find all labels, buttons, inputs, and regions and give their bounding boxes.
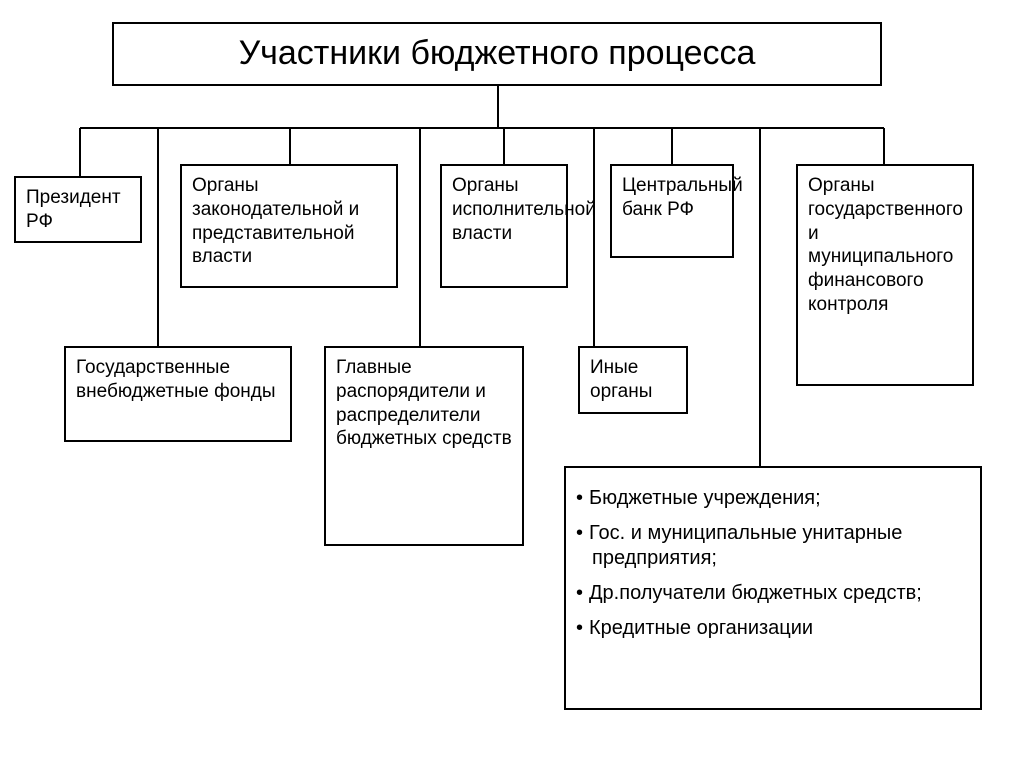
node-list: Бюджетные учреждения; Гос. и муниципальн… xyxy=(564,466,982,710)
node-label: Иные органы xyxy=(590,357,652,402)
node-other: Иные органы xyxy=(578,346,688,414)
list-item: Гос. и муниципальные унитарные предприят… xyxy=(576,521,970,571)
list-item: Др.получатели бюджетных средств; xyxy=(576,581,970,606)
list-item: Бюджетные учреждения; xyxy=(576,486,970,511)
node-label: Органы государственного и муниципального… xyxy=(808,175,963,315)
node-label: Президент РФ xyxy=(26,187,121,232)
node-label: Органы исполнительной власти xyxy=(452,175,596,244)
node-legislative: Органы законодательной и представительно… xyxy=(180,164,398,288)
list-item: Кредитные организации xyxy=(576,616,970,641)
node-funds: Государственные внебюджетные фонды xyxy=(64,346,292,442)
node-list-items: Бюджетные учреждения; Гос. и муниципальн… xyxy=(576,486,970,641)
node-label: Государственные внебюджетные фонды xyxy=(76,357,276,402)
node-label: Центральный банк РФ xyxy=(622,175,743,220)
node-label: Главные распорядители и распределители б… xyxy=(336,357,512,449)
node-control: Органы государственного и муниципального… xyxy=(796,164,974,386)
node-managers: Главные распорядители и распределители б… xyxy=(324,346,524,546)
node-centralbank: Центральный банк РФ xyxy=(610,164,734,258)
node-label: Органы законодательной и представительно… xyxy=(192,175,359,267)
title-box: Участники бюджетного процесса xyxy=(112,22,882,86)
node-president: Президент РФ xyxy=(14,176,142,243)
node-executive: Органы исполнительной власти xyxy=(440,164,568,288)
title-label: Участники бюджетного процесса xyxy=(239,34,756,72)
